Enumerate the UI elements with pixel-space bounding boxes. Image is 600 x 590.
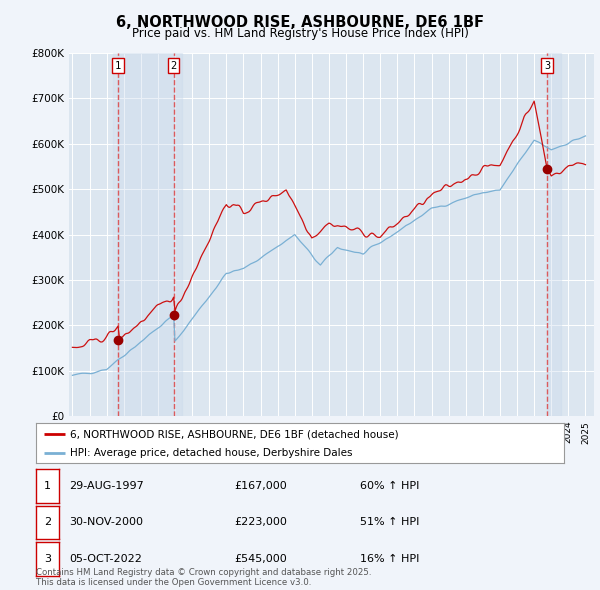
Text: £545,000: £545,000 — [234, 554, 287, 564]
Text: 2: 2 — [170, 61, 177, 71]
Text: 6, NORTHWOOD RISE, ASHBOURNE, DE6 1BF: 6, NORTHWOOD RISE, ASHBOURNE, DE6 1BF — [116, 15, 484, 30]
Text: 30-NOV-2000: 30-NOV-2000 — [69, 517, 143, 527]
Text: 6, NORTHWOOD RISE, ASHBOURNE, DE6 1BF (detached house): 6, NORTHWOOD RISE, ASHBOURNE, DE6 1BF (d… — [70, 430, 399, 440]
Bar — [547, 53, 560, 416]
Text: 60% ↑ HPI: 60% ↑ HPI — [360, 481, 419, 491]
Text: 29-AUG-1997: 29-AUG-1997 — [69, 481, 144, 491]
Text: 16% ↑ HPI: 16% ↑ HPI — [360, 554, 419, 564]
Text: Contains HM Land Registry data © Crown copyright and database right 2025.
This d: Contains HM Land Registry data © Crown c… — [36, 568, 371, 587]
Text: £223,000: £223,000 — [234, 517, 287, 527]
Text: £167,000: £167,000 — [234, 481, 287, 491]
Text: 2: 2 — [44, 517, 51, 527]
Bar — [118, 53, 173, 416]
Text: 3: 3 — [544, 61, 550, 71]
Text: 3: 3 — [44, 554, 51, 564]
Text: 05-OCT-2022: 05-OCT-2022 — [69, 554, 142, 564]
Bar — [113, 53, 118, 416]
Text: HPI: Average price, detached house, Derbyshire Dales: HPI: Average price, detached house, Derb… — [70, 448, 353, 458]
Text: Price paid vs. HM Land Registry's House Price Index (HPI): Price paid vs. HM Land Registry's House … — [131, 27, 469, 40]
Bar — [173, 53, 182, 416]
Text: 1: 1 — [44, 481, 51, 491]
Text: 51% ↑ HPI: 51% ↑ HPI — [360, 517, 419, 527]
Text: 1: 1 — [115, 61, 121, 71]
